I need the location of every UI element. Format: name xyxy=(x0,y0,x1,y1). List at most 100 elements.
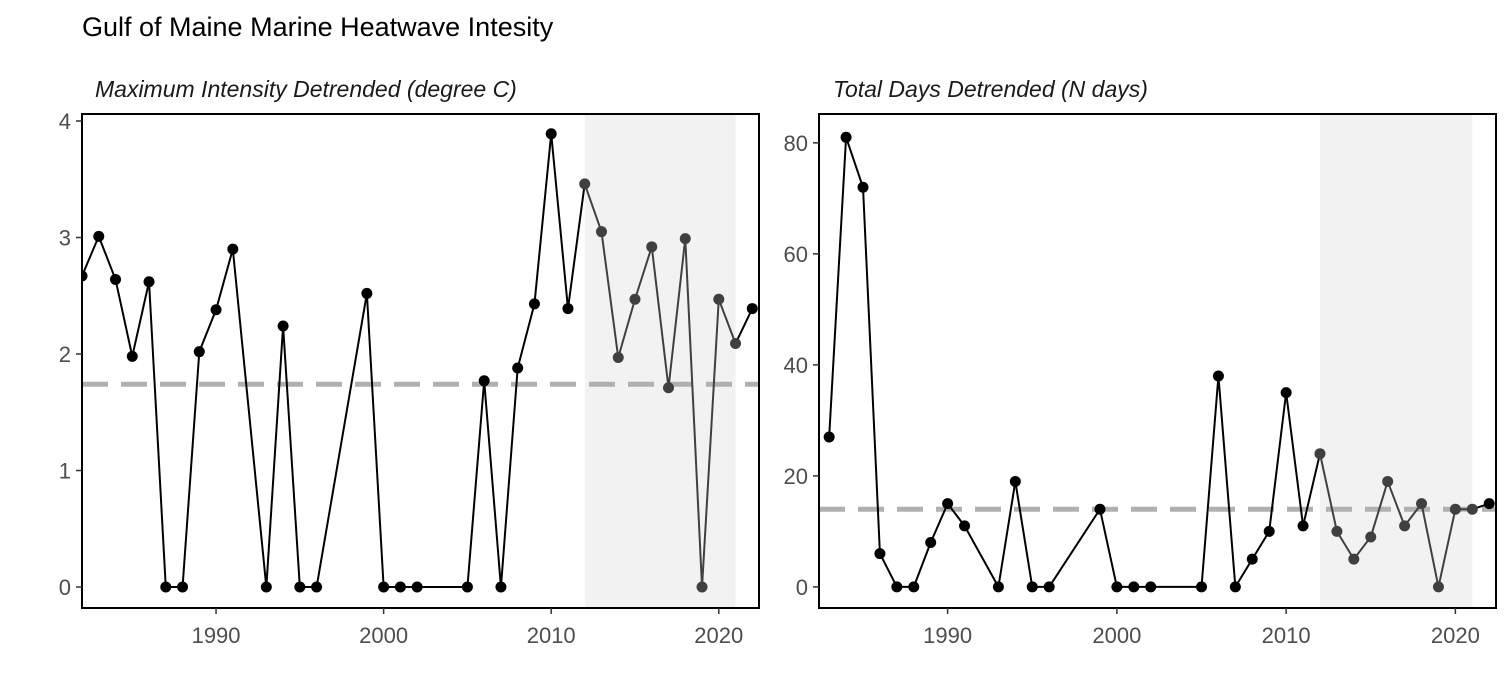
y-tick-label: 4 xyxy=(59,109,71,134)
y-tick-label: 1 xyxy=(59,459,71,484)
series-line-segment xyxy=(483,380,502,588)
data-point xyxy=(992,581,1004,593)
data-point xyxy=(1145,581,1157,593)
panel-border xyxy=(818,113,1497,609)
series-line-segment xyxy=(634,246,653,300)
data-point xyxy=(1026,581,1038,593)
series-line-segment xyxy=(282,325,301,588)
series-line-segment xyxy=(997,481,1017,588)
data-point xyxy=(126,350,138,362)
series-line-segment xyxy=(1014,481,1034,588)
data-point xyxy=(612,352,624,364)
series-line-segment xyxy=(734,308,754,344)
series-line-segment xyxy=(466,380,486,588)
data-point xyxy=(1212,370,1224,382)
series-line-segment xyxy=(650,246,670,388)
data-point xyxy=(1094,503,1106,515)
series-line-segment xyxy=(516,303,536,369)
data-point xyxy=(908,581,920,593)
series-line-segment xyxy=(1386,481,1406,527)
data-point xyxy=(1280,387,1292,399)
series-line-segment xyxy=(963,525,1000,588)
chart-title: Gulf of Maine Marine Heatwave Intesity xyxy=(82,12,554,42)
series-line-segment xyxy=(82,235,100,277)
data-point xyxy=(1196,581,1208,593)
data-point xyxy=(1128,581,1140,593)
data-point xyxy=(528,298,540,310)
data-point xyxy=(959,520,971,532)
data-point xyxy=(1263,525,1275,537)
data-point xyxy=(495,581,507,593)
data-point xyxy=(1297,520,1309,532)
series-line-segment xyxy=(181,351,201,588)
data-point xyxy=(227,243,239,255)
data-point xyxy=(512,362,524,374)
data-point xyxy=(730,338,742,350)
data-point xyxy=(1416,498,1428,510)
x-tick-label: 2020 xyxy=(694,623,743,648)
panel-title-total-days: Total Days Detrended (N days) xyxy=(833,76,1148,102)
data-point xyxy=(874,548,886,560)
data-point xyxy=(1382,475,1394,487)
data-point xyxy=(1432,581,1444,593)
data-point xyxy=(1466,503,1478,515)
data-point xyxy=(942,498,954,510)
data-point xyxy=(411,581,423,593)
series-line-segment xyxy=(1200,375,1220,587)
y-tick-label: 40 xyxy=(784,353,808,378)
data-point xyxy=(891,581,903,593)
data-point xyxy=(1483,498,1495,510)
series-line-segment xyxy=(617,298,636,358)
data-point xyxy=(1348,553,1360,565)
data-point xyxy=(294,581,306,593)
series-line-segment xyxy=(684,238,704,588)
series-line-segment xyxy=(1420,503,1440,588)
panel-total-days: Total Days Detrended (N days) 0 20 40 60 80 1… xyxy=(784,76,1497,648)
series-line-segment xyxy=(315,293,368,588)
data-point xyxy=(746,303,758,315)
data-point xyxy=(840,131,852,143)
data-point xyxy=(193,346,205,358)
series-line-segment xyxy=(550,133,569,309)
panel-max-intensity: Maximum Intensity Detrended (degree C) 0… xyxy=(59,76,760,648)
y-tick-label: 0 xyxy=(59,575,71,600)
data-point xyxy=(394,581,406,593)
data-point xyxy=(82,270,88,282)
data-point xyxy=(823,431,835,443)
series-line-segment xyxy=(1369,481,1389,538)
y-tick-label: 2 xyxy=(59,342,71,367)
data-point xyxy=(663,382,675,394)
series-line-segment xyxy=(1048,508,1101,588)
series-line-segment xyxy=(828,137,848,438)
series-line-segment xyxy=(1285,392,1305,526)
data-point xyxy=(1009,475,1021,487)
y-tick-label: 20 xyxy=(784,464,808,489)
data-point xyxy=(110,273,122,285)
series-line-segment xyxy=(148,281,167,588)
y-tick-label: 0 xyxy=(796,575,808,600)
series-line-segment xyxy=(879,553,898,588)
data-point xyxy=(1331,525,1343,537)
data-point xyxy=(143,276,155,288)
data-point xyxy=(93,230,105,242)
data-point xyxy=(562,303,574,315)
data-point xyxy=(646,241,658,253)
series-line-segment xyxy=(97,235,117,280)
series-line-segment xyxy=(929,503,949,543)
data-point xyxy=(1111,581,1123,593)
x-tick-label: 2010 xyxy=(527,623,576,648)
x-tick-label: 2000 xyxy=(359,623,408,648)
data-point xyxy=(1246,553,1258,565)
series-line-segment xyxy=(365,293,385,588)
series-line-segment xyxy=(845,136,864,188)
shaded-period xyxy=(584,114,736,608)
data-point xyxy=(160,581,172,593)
series-line-segment xyxy=(499,367,519,588)
series-line-segment xyxy=(667,238,687,388)
series-line-segment xyxy=(1319,453,1338,532)
x-tick-label: 2010 xyxy=(1262,623,1311,648)
x-tick-label: 1990 xyxy=(923,623,972,648)
x-tick-label: 1990 xyxy=(192,623,241,648)
series-line-segment xyxy=(1098,508,1118,588)
series-line-segment xyxy=(912,542,932,588)
